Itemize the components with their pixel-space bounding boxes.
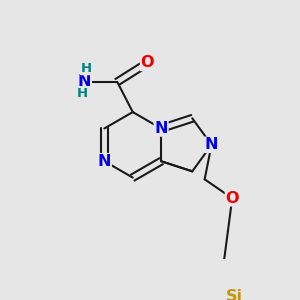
Text: Si: Si <box>226 289 242 300</box>
Text: N: N <box>98 154 111 169</box>
Text: H: H <box>81 61 92 75</box>
Text: N: N <box>78 74 91 89</box>
Text: O: O <box>226 191 239 206</box>
Text: H: H <box>76 88 88 100</box>
Text: N: N <box>154 121 168 136</box>
Text: N: N <box>205 137 218 152</box>
Text: O: O <box>141 56 154 70</box>
